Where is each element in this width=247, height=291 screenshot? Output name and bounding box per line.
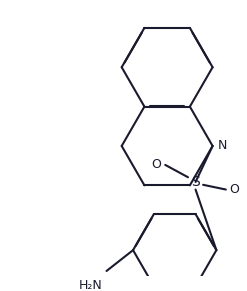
Text: O: O bbox=[152, 158, 162, 171]
Text: S: S bbox=[191, 175, 200, 189]
Text: O: O bbox=[230, 183, 240, 196]
Text: N: N bbox=[217, 139, 227, 152]
Text: H₂N: H₂N bbox=[79, 278, 103, 291]
